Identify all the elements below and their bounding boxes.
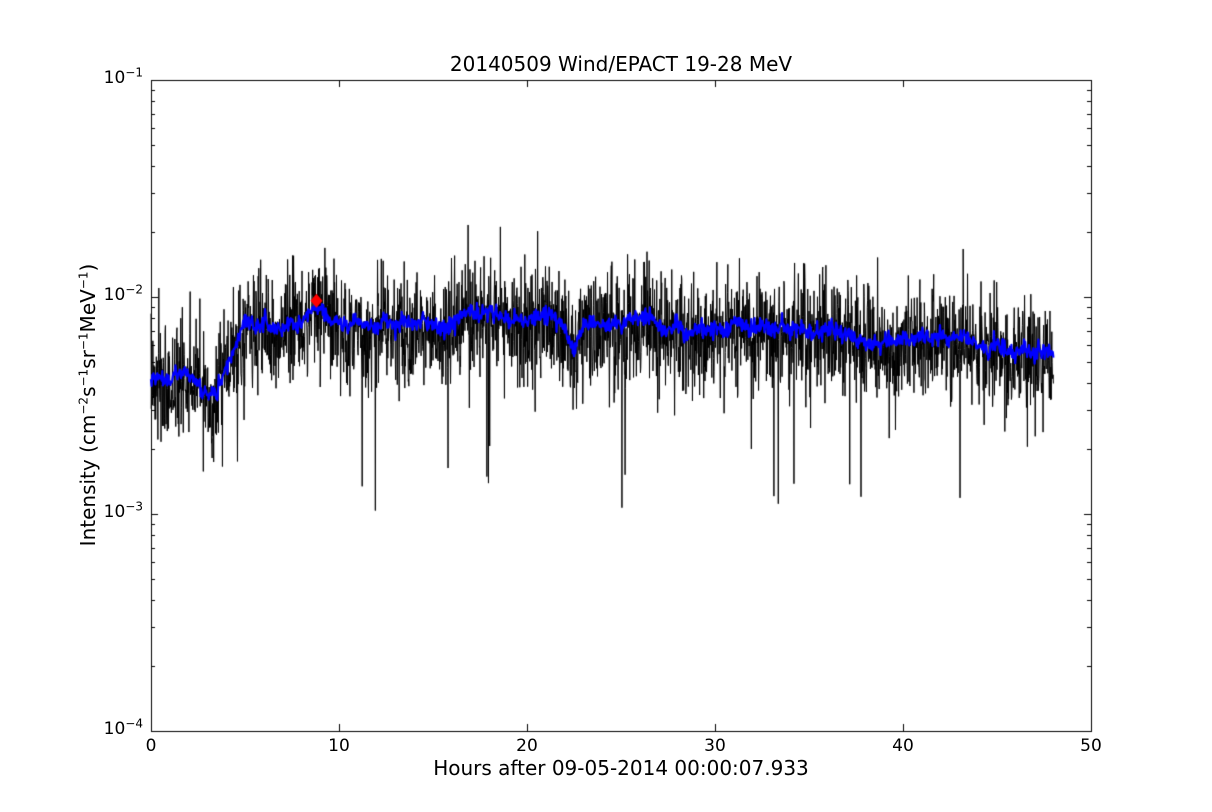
x-tick-label: 30 xyxy=(704,736,726,756)
x-tick-label: 10 xyxy=(328,736,350,756)
x-tick-label: 0 xyxy=(145,736,157,756)
y-tick-label: 10−4 xyxy=(103,716,143,739)
x-axis-label: Hours after 09-05-2014 00:00:07.933 xyxy=(433,756,809,780)
y-tick-label: 10−2 xyxy=(103,282,143,305)
x-tick-label: 20 xyxy=(516,736,538,756)
x-tick-label: 50 xyxy=(1080,736,1102,756)
y-tick-label: 10−3 xyxy=(103,499,143,522)
y-tick-label: 10−1 xyxy=(103,65,143,88)
x-tick-label: 40 xyxy=(892,736,914,756)
chart-title: 20140509 Wind/EPACT 19-28 MeV xyxy=(449,52,793,76)
